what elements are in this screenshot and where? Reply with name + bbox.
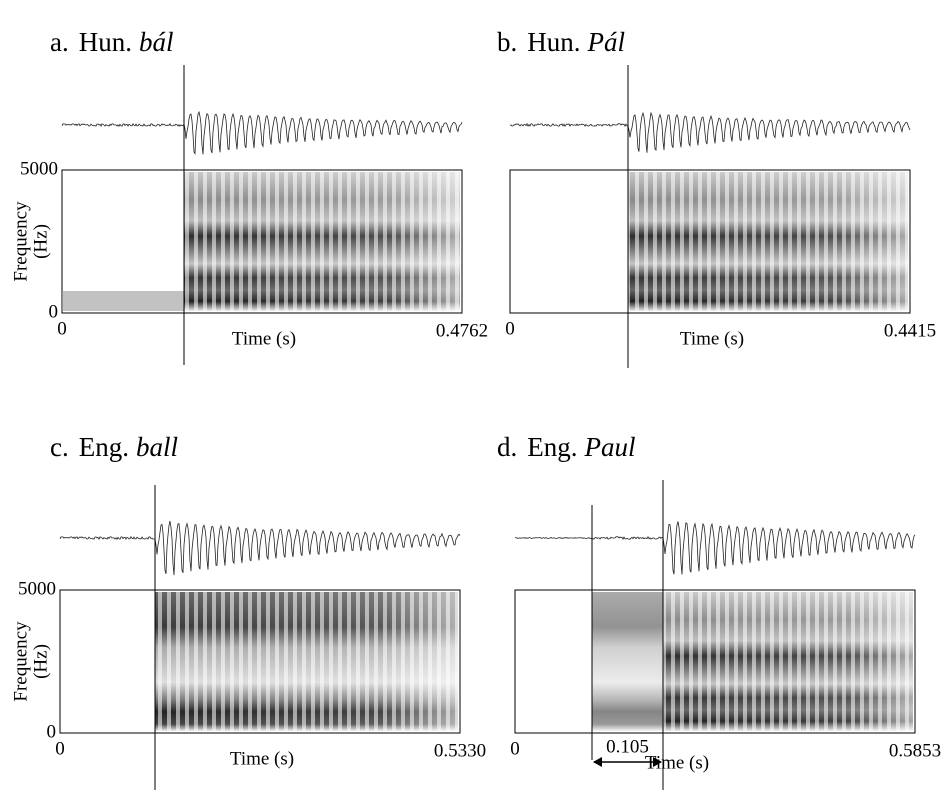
panel-label: c. Eng. ball [50, 432, 178, 462]
language: Hun. [79, 27, 132, 57]
x-max: 0.5853 [889, 740, 941, 761]
panel-letter: a. [50, 27, 69, 57]
voicing-bar [62, 291, 184, 311]
arrow-head [653, 757, 662, 767]
word: Paul [584, 432, 636, 462]
y-max: 5000 [20, 158, 58, 179]
panel-label: a. Hun. bál [50, 27, 174, 57]
language: Eng. [527, 432, 577, 462]
language: Eng. [79, 432, 129, 462]
y-axis-label: (Hz) [30, 644, 51, 679]
panel-letter: c. [50, 432, 69, 462]
spectrogram-fade [155, 592, 458, 731]
arrow-head [593, 757, 602, 767]
panel-letter: d. [497, 432, 517, 462]
x-max: 0.4415 [884, 320, 936, 341]
spectrogram-fade [184, 172, 460, 311]
x-min: 0 [505, 318, 515, 339]
x-axis-label: Time (s) [645, 752, 709, 773]
panel-label: b. Hun. Pál [497, 27, 625, 57]
x-max: 0.4762 [436, 320, 488, 341]
x-min: 0 [57, 318, 67, 339]
aspiration-noise [592, 592, 663, 731]
x-axis-label: Time (s) [232, 328, 296, 349]
waveform [514, 521, 916, 575]
duration-label: 0.105 [606, 736, 649, 757]
y-axis-label: Frequency [10, 621, 31, 702]
y-min: 0 [49, 301, 59, 322]
y-axis-label: Frequency [10, 201, 31, 282]
spectrogram-fade [663, 592, 913, 731]
x-min: 0 [55, 738, 65, 759]
language: Hun. [527, 27, 580, 57]
word: ball [136, 432, 178, 462]
y-min: 0 [47, 721, 57, 742]
x-max: 0.5330 [434, 740, 486, 761]
x-axis-label: Time (s) [680, 328, 744, 349]
panel-label: d. Eng. Paul [497, 432, 636, 462]
x-axis-label: Time (s) [230, 748, 294, 769]
waveform [61, 110, 463, 155]
spectrogram-fade [628, 172, 908, 311]
y-max: 5000 [18, 578, 56, 599]
x-min: 0 [510, 738, 520, 759]
panel-letter: b. [497, 27, 517, 57]
word: bál [139, 27, 174, 57]
waveform [509, 111, 911, 153]
y-axis-label: (Hz) [30, 224, 51, 259]
word: Pál [587, 27, 626, 57]
waveform [59, 520, 461, 576]
